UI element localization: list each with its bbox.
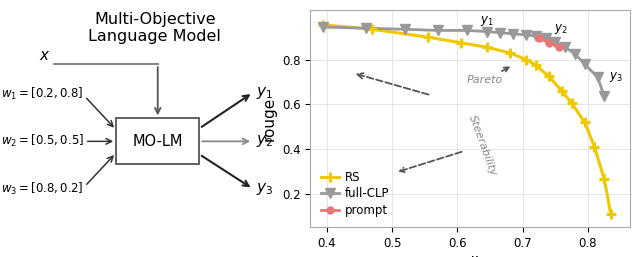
Text: $x$: $x$ <box>38 49 50 63</box>
Text: $y_3$: $y_3$ <box>609 70 623 85</box>
Text: Multi-Objective
Language Model: Multi-Objective Language Model <box>88 12 221 44</box>
Text: $w_1 = [0.2, 0.8]$: $w_1 = [0.2, 0.8]$ <box>1 86 84 102</box>
Y-axis label: rouge: rouge <box>262 97 276 141</box>
FancyBboxPatch shape <box>116 118 200 164</box>
Text: Pareto: Pareto <box>467 67 509 85</box>
Text: $\mathbf{\mathit{y}}_2$: $\mathbf{\mathit{y}}_2$ <box>256 133 273 149</box>
Legend: RS, full-CLP, prompt: RS, full-CLP, prompt <box>316 166 394 222</box>
Text: $w_3 = [0.8, 0.2]$: $w_3 = [0.8, 0.2]$ <box>1 181 84 197</box>
Text: $y_1$: $y_1$ <box>480 14 493 28</box>
Text: MO-LM: MO-LM <box>132 134 183 149</box>
Text: $\mathbf{\mathit{y}}_3$: $\mathbf{\mathit{y}}_3$ <box>256 181 273 197</box>
Text: $y_2$: $y_2$ <box>554 22 568 36</box>
Text: $w_2 = [0.5, 0.5]$: $w_2 = [0.5, 0.5]$ <box>1 133 84 149</box>
Text: $\mathbf{\mathit{y}}_1$: $\mathbf{\mathit{y}}_1$ <box>256 85 273 100</box>
Text: Steerability: Steerability <box>400 113 499 177</box>
X-axis label: nli: nli <box>461 256 479 257</box>
